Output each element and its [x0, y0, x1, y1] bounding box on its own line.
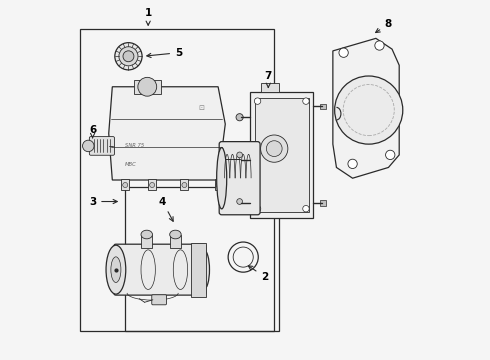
Bar: [80, 30, 274, 330]
Polygon shape: [333, 39, 399, 178]
FancyBboxPatch shape: [152, 295, 167, 305]
Bar: [250, 92, 313, 218]
Ellipse shape: [111, 257, 121, 283]
Bar: [141, 234, 152, 248]
Circle shape: [335, 76, 403, 144]
Text: 6: 6: [89, 125, 96, 138]
Circle shape: [82, 140, 94, 152]
FancyBboxPatch shape: [114, 244, 206, 295]
Circle shape: [236, 114, 243, 121]
Bar: [215, 179, 222, 190]
Circle shape: [237, 152, 243, 158]
Circle shape: [261, 135, 288, 162]
Text: 1: 1: [145, 8, 152, 25]
Text: 2: 2: [248, 266, 269, 282]
FancyBboxPatch shape: [89, 136, 115, 155]
Ellipse shape: [170, 230, 181, 239]
Circle shape: [237, 199, 243, 204]
Text: ⊡: ⊡: [198, 105, 204, 111]
Circle shape: [239, 155, 248, 164]
Ellipse shape: [141, 230, 152, 239]
Text: 7: 7: [265, 71, 272, 87]
Circle shape: [236, 157, 243, 164]
Circle shape: [138, 77, 157, 96]
Text: 5: 5: [147, 48, 182, 58]
Polygon shape: [109, 87, 225, 180]
Circle shape: [236, 200, 243, 207]
Bar: [261, 83, 279, 92]
Circle shape: [254, 206, 261, 212]
Bar: [148, 179, 156, 190]
FancyBboxPatch shape: [219, 141, 260, 215]
Text: MBC: MBC: [125, 162, 137, 167]
Bar: [122, 179, 129, 190]
Circle shape: [123, 51, 134, 62]
Bar: [320, 201, 326, 206]
Circle shape: [348, 159, 357, 168]
Text: 3: 3: [89, 197, 117, 207]
Circle shape: [216, 183, 221, 188]
Bar: [255, 98, 309, 212]
Circle shape: [303, 206, 309, 212]
Circle shape: [386, 150, 395, 159]
Ellipse shape: [217, 148, 227, 209]
Text: 8: 8: [376, 19, 392, 32]
Bar: [180, 179, 188, 190]
Circle shape: [339, 48, 348, 57]
Bar: [191, 243, 205, 297]
Text: SNR 75: SNR 75: [125, 143, 144, 148]
Circle shape: [267, 141, 282, 157]
Circle shape: [375, 41, 384, 50]
Ellipse shape: [198, 250, 210, 289]
Bar: [170, 234, 181, 248]
Bar: [125, 187, 279, 330]
Circle shape: [119, 47, 138, 66]
Circle shape: [303, 98, 309, 104]
Bar: [134, 80, 161, 94]
Circle shape: [122, 183, 128, 188]
Circle shape: [182, 183, 187, 188]
Bar: [320, 104, 326, 109]
Ellipse shape: [106, 245, 126, 294]
Circle shape: [115, 42, 142, 70]
Circle shape: [254, 98, 261, 104]
Text: 4: 4: [159, 197, 173, 221]
Circle shape: [149, 183, 155, 188]
